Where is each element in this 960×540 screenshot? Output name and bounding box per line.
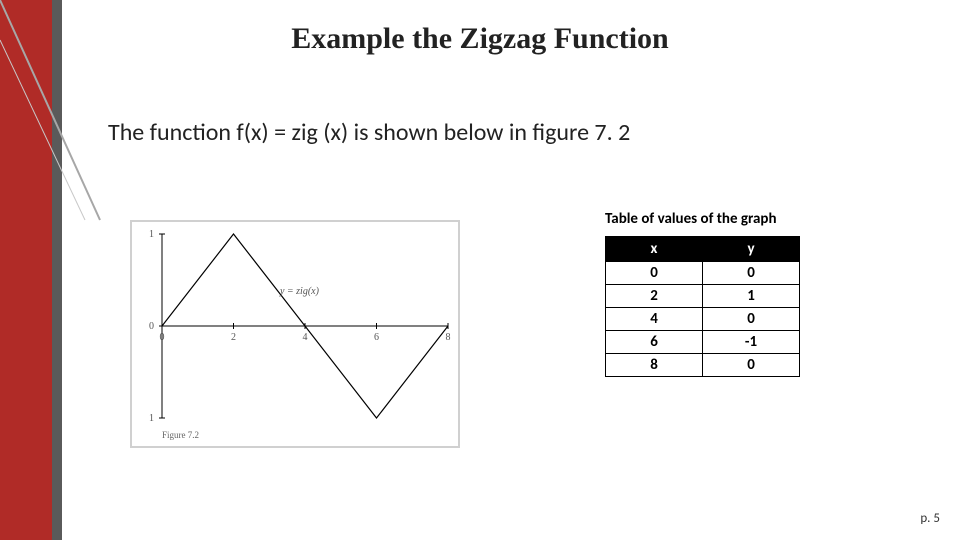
svg-text:2: 2 <box>231 332 236 343</box>
body-text: The function f(x) = zig (x) is shown bel… <box>108 118 630 147</box>
table-cell: 1 <box>703 285 800 308</box>
svg-text:6: 6 <box>374 332 379 343</box>
values-table: x y 0021406-180 <box>605 236 800 377</box>
svg-text:y = zig(x): y = zig(x) <box>279 286 320 297</box>
slide-title: Example the Zigzag Function <box>0 22 960 56</box>
table-cell: 0 <box>703 262 800 285</box>
table-cell: 2 <box>606 285 703 308</box>
svg-text:1: 1 <box>149 229 154 240</box>
page-num-value: 5 <box>933 511 940 526</box>
table-header-y: y <box>703 237 800 262</box>
svg-text:0: 0 <box>160 332 165 343</box>
table-row: 21 <box>606 285 800 308</box>
zigzag-graph: 02468101y = zig(x) Figure 7.2 <box>130 220 460 448</box>
page-prefix: p. <box>920 511 933 526</box>
table-cell: 0 <box>606 262 703 285</box>
graph-caption: Figure 7.2 <box>162 430 199 440</box>
table-cell: 0 <box>703 308 800 331</box>
svg-text:1: 1 <box>149 413 154 424</box>
table-row: 40 <box>606 308 800 331</box>
table-row: 80 <box>606 354 800 377</box>
svg-text:0: 0 <box>149 321 154 332</box>
table-header-x: x <box>606 237 703 262</box>
table-cell: 4 <box>606 308 703 331</box>
table-caption: Table of values of the graph <box>605 210 777 228</box>
table-row: 6-1 <box>606 331 800 354</box>
svg-text:4: 4 <box>303 332 308 343</box>
page-number: p. 5 <box>920 511 940 526</box>
svg-text:8: 8 <box>446 332 451 343</box>
table-cell: -1 <box>703 331 800 354</box>
table-header-row: x y <box>606 237 800 262</box>
table-row: 00 <box>606 262 800 285</box>
table-cell: 8 <box>606 354 703 377</box>
zigzag-graph-svg: 02468101y = zig(x) <box>132 222 458 446</box>
table-cell: 0 <box>703 354 800 377</box>
table-cell: 6 <box>606 331 703 354</box>
accent-sidebar <box>0 0 70 540</box>
